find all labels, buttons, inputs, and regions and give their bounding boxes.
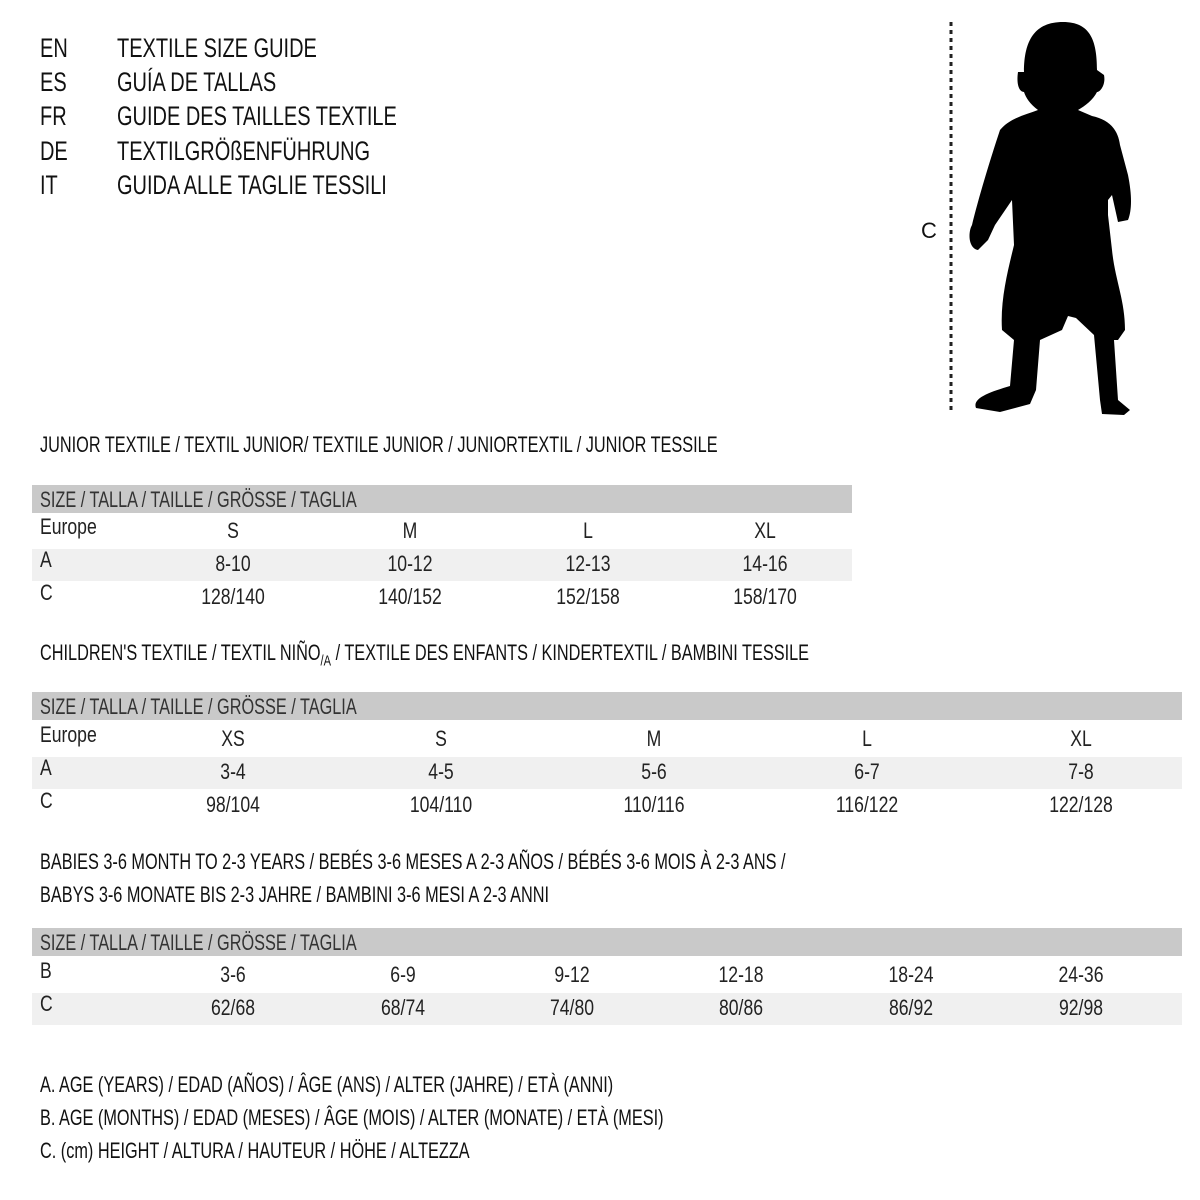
legend-b: B. AGE (MONTHS) / EDAD (MESES) / ÂGE (MO…: [40, 1105, 883, 1131]
table-cell: 74/80: [549, 995, 595, 1020]
legend-text: A. AGE (YEARS) / EDAD (AÑOS) / ÂGE (ANS)…: [40, 1072, 614, 1097]
lang-title: GUIDE DES TAILLES TEXTILE: [117, 101, 397, 131]
lang-code: DE: [40, 136, 68, 166]
table-cell: 104/110: [409, 792, 473, 817]
row-label: C: [40, 580, 53, 605]
table-row: A 3-4 4-5 5-6 6-7 7-8: [32, 755, 1182, 789]
children-section-title: CHILDREN'S TEXTILE / TEXTIL NIÑO/A / TEX…: [40, 640, 1079, 669]
lang-code: ES: [40, 67, 67, 97]
table-cell: 6-7: [854, 759, 880, 784]
height-label: C: [921, 218, 937, 243]
table-cell: 6-9: [390, 962, 416, 987]
table-cell: 12-13: [565, 551, 611, 576]
table-row: A 8-10 10-12 12-13 14-16: [32, 547, 852, 581]
table-cell: 7-8: [1068, 759, 1094, 784]
lang-title: GUÍA DE TALLAS: [117, 67, 277, 97]
junior-title-text: JUNIOR TEXTILE / TEXTIL JUNIOR/ TEXTILE …: [40, 432, 718, 457]
children-size-header: SIZE / TALLA / TAILLE / GRÖSSE / TAGLIA: [32, 692, 1182, 720]
legend-text: B. AGE (MONTHS) / EDAD (MESES) / ÂGE (MO…: [40, 1105, 664, 1130]
table-cell: 122/128: [1049, 792, 1113, 817]
row-label: A: [40, 547, 52, 572]
table-cell: 116/122: [835, 792, 899, 817]
legend-a: A. AGE (YEARS) / EDAD (AÑOS) / ÂGE (ANS)…: [40, 1072, 815, 1098]
children-title-text: CHILDREN'S TEXTILE / TEXTIL NIÑO/A / TEX…: [40, 640, 809, 669]
table-cell: 80/86: [718, 995, 764, 1020]
row-label: C: [40, 991, 53, 1016]
row-label: C: [40, 788, 53, 813]
lang-code: FR: [40, 101, 67, 131]
row-label: B: [40, 958, 52, 983]
child-silhouette-icon: [949, 22, 1131, 415]
babies-section-title-line2: BABYS 3-6 MONATE BIS 2-3 JAHRE / BAMBINI…: [40, 882, 728, 908]
table-cell: 158/170: [733, 584, 797, 609]
table-cell: 8-10: [215, 551, 251, 576]
table-row: Europe S M L XL: [32, 514, 852, 548]
table-cell: 9-12: [554, 962, 590, 987]
table-cell: 86/92: [888, 995, 934, 1020]
row-label: Europe: [40, 514, 97, 539]
table-cell: XS: [221, 726, 245, 751]
table-cell: 98/104: [206, 792, 260, 817]
table-cell: XL: [754, 518, 776, 543]
table-cell: XL: [1070, 726, 1092, 751]
size-header-text: SIZE / TALLA / TAILLE / GRÖSSE / TAGLIA: [40, 487, 357, 512]
babies-title-text: BABIES 3-6 MONTH TO 2-3 YEARS / BEBÉS 3-…: [40, 849, 786, 874]
table-row: B 3-6 6-9 9-12 12-18 18-24 24-36: [32, 958, 1182, 992]
legend-text: C. (cm) HEIGHT / ALTURA / HAUTEUR / HÖHE…: [40, 1138, 470, 1163]
table-cell: 3-4: [220, 759, 246, 784]
title-subscript: /A: [320, 652, 332, 670]
babies-section-title-line1: BABIES 3-6 MONTH TO 2-3 YEARS / BEBÉS 3-…: [40, 849, 1048, 875]
table-cell: 3-6: [220, 962, 246, 987]
table-cell: 140/152: [378, 584, 442, 609]
table-cell: M: [402, 518, 418, 543]
table-cell: 68/74: [380, 995, 426, 1020]
lang-code: IT: [40, 170, 58, 200]
table-cell: 152/158: [556, 584, 620, 609]
lang-title: GUIDA ALLE TAGLIE TESSILI: [117, 170, 387, 200]
babies-size-header: SIZE / TALLA / TAILLE / GRÖSSE / TAGLIA: [32, 928, 1182, 956]
lang-title: TEXTILGRÖßENFÜHRUNG: [117, 136, 371, 166]
table-cell: L: [583, 518, 593, 543]
lang-title: TEXTILE SIZE GUIDE: [117, 33, 317, 63]
table-cell: 92/98: [1058, 995, 1104, 1020]
size-header-text: SIZE / TALLA / TAILLE / GRÖSSE / TAGLIA: [40, 694, 357, 719]
table-cell: 128/140: [201, 584, 265, 609]
table-cell: L: [862, 726, 872, 751]
table-row: C 98/104 104/110 110/116 116/122 122/128: [32, 788, 1182, 822]
table-row: C 62/68 68/74 74/80 80/86 86/92 92/98: [32, 991, 1182, 1025]
table-row: Europe XS S M L XL: [32, 722, 1182, 756]
junior-size-header: SIZE / TALLA / TAILLE / GRÖSSE / TAGLIA: [32, 485, 852, 513]
title-part: / TEXTILE DES ENFANTS / KINDERTEXTIL / B…: [331, 640, 810, 665]
table-cell: 18-24: [888, 962, 934, 987]
table-cell: S: [435, 726, 447, 751]
lang-code: EN: [40, 33, 68, 63]
junior-section-title: JUNIOR TEXTILE / TEXTIL JUNIOR/ TEXTILE …: [40, 432, 956, 458]
height-figure: C: [900, 10, 1160, 430]
table-cell: 12-18: [718, 962, 764, 987]
table-cell: S: [227, 518, 239, 543]
table-cell: 14-16: [742, 551, 788, 576]
title-part: CHILDREN'S TEXTILE / TEXTIL NIÑO: [40, 640, 321, 665]
table-cell: 10-12: [387, 551, 433, 576]
table-row: C 128/140 140/152 152/158 158/170: [32, 580, 852, 614]
legend-c: C. (cm) HEIGHT / ALTURA / HAUTEUR / HÖHE…: [40, 1138, 621, 1164]
table-cell: 4-5: [428, 759, 454, 784]
table-cell: 110/116: [623, 792, 685, 817]
table-cell: 62/68: [210, 995, 256, 1020]
size-header-text: SIZE / TALLA / TAILLE / GRÖSSE / TAGLIA: [40, 930, 357, 955]
table-cell: 5-6: [641, 759, 667, 784]
babies-title-text: BABYS 3-6 MONATE BIS 2-3 JAHRE / BAMBINI…: [40, 882, 550, 907]
table-cell: M: [646, 726, 662, 751]
row-label: A: [40, 755, 52, 780]
row-label: Europe: [40, 722, 97, 747]
table-cell: 24-36: [1058, 962, 1104, 987]
